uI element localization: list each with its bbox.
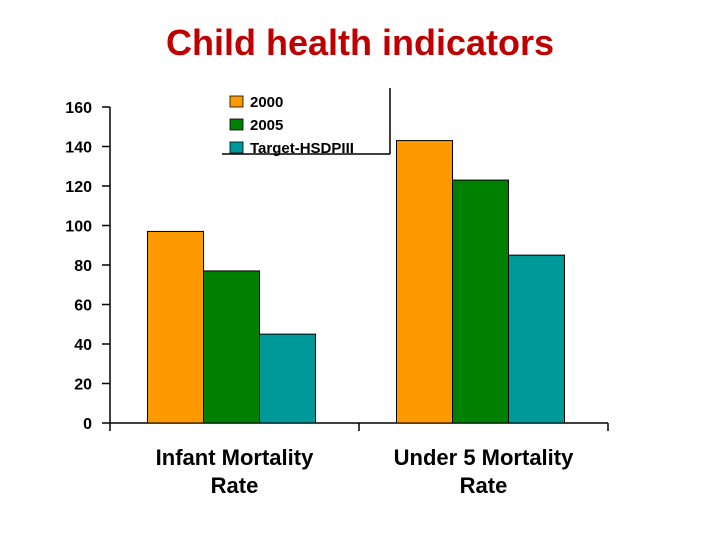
y-tick-label: 0: [83, 416, 92, 433]
legend-label: Target-HSDPIII: [250, 140, 354, 157]
legend-label: 2000: [250, 94, 283, 111]
bars: [147, 140, 565, 424]
bar: [147, 230, 204, 424]
legend: 2000 2005 Target-HSDPIII: [222, 88, 391, 157]
y-tick-label: 160: [65, 100, 92, 117]
y-tick-label: 100: [65, 219, 92, 236]
bar: [508, 254, 565, 424]
y-tick-label: 60: [74, 298, 92, 315]
category-label: Rate: [211, 473, 259, 498]
bar: [259, 333, 316, 424]
bar: [452, 179, 509, 424]
y-tick-label: 20: [74, 377, 92, 394]
y-tick-label: 80: [74, 258, 92, 275]
legend-swatch: [229, 118, 244, 131]
category-label: Rate: [460, 473, 508, 498]
legend-swatch: [229, 95, 244, 108]
y-tick-labels: 0 20 40 60 80 100 120 140 160: [65, 100, 92, 433]
category-labels: Infant Mortality Rate Under 5 Mortality Rat…: [156, 445, 574, 498]
y-tick-label: 40: [74, 337, 92, 354]
bar: [203, 270, 260, 424]
legend-box: [222, 88, 390, 154]
category-label: Infant Mortality: [156, 445, 314, 470]
legend-swatch: [229, 141, 244, 154]
category-label: Under 5 Mortality: [394, 445, 574, 470]
y-tick-label: 140: [65, 140, 92, 157]
chart-title: Child health indicators: [165, 22, 555, 63]
y-tick-label: 120: [65, 179, 92, 196]
legend-label: 2005: [250, 117, 283, 134]
bar: [396, 140, 453, 424]
